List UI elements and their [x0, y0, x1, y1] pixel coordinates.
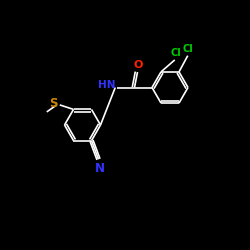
- Text: Cl: Cl: [170, 48, 181, 58]
- Text: HN: HN: [98, 80, 115, 90]
- Text: O: O: [134, 60, 143, 70]
- Text: N: N: [95, 162, 105, 175]
- Text: S: S: [49, 97, 58, 110]
- Text: Cl: Cl: [182, 44, 193, 54]
